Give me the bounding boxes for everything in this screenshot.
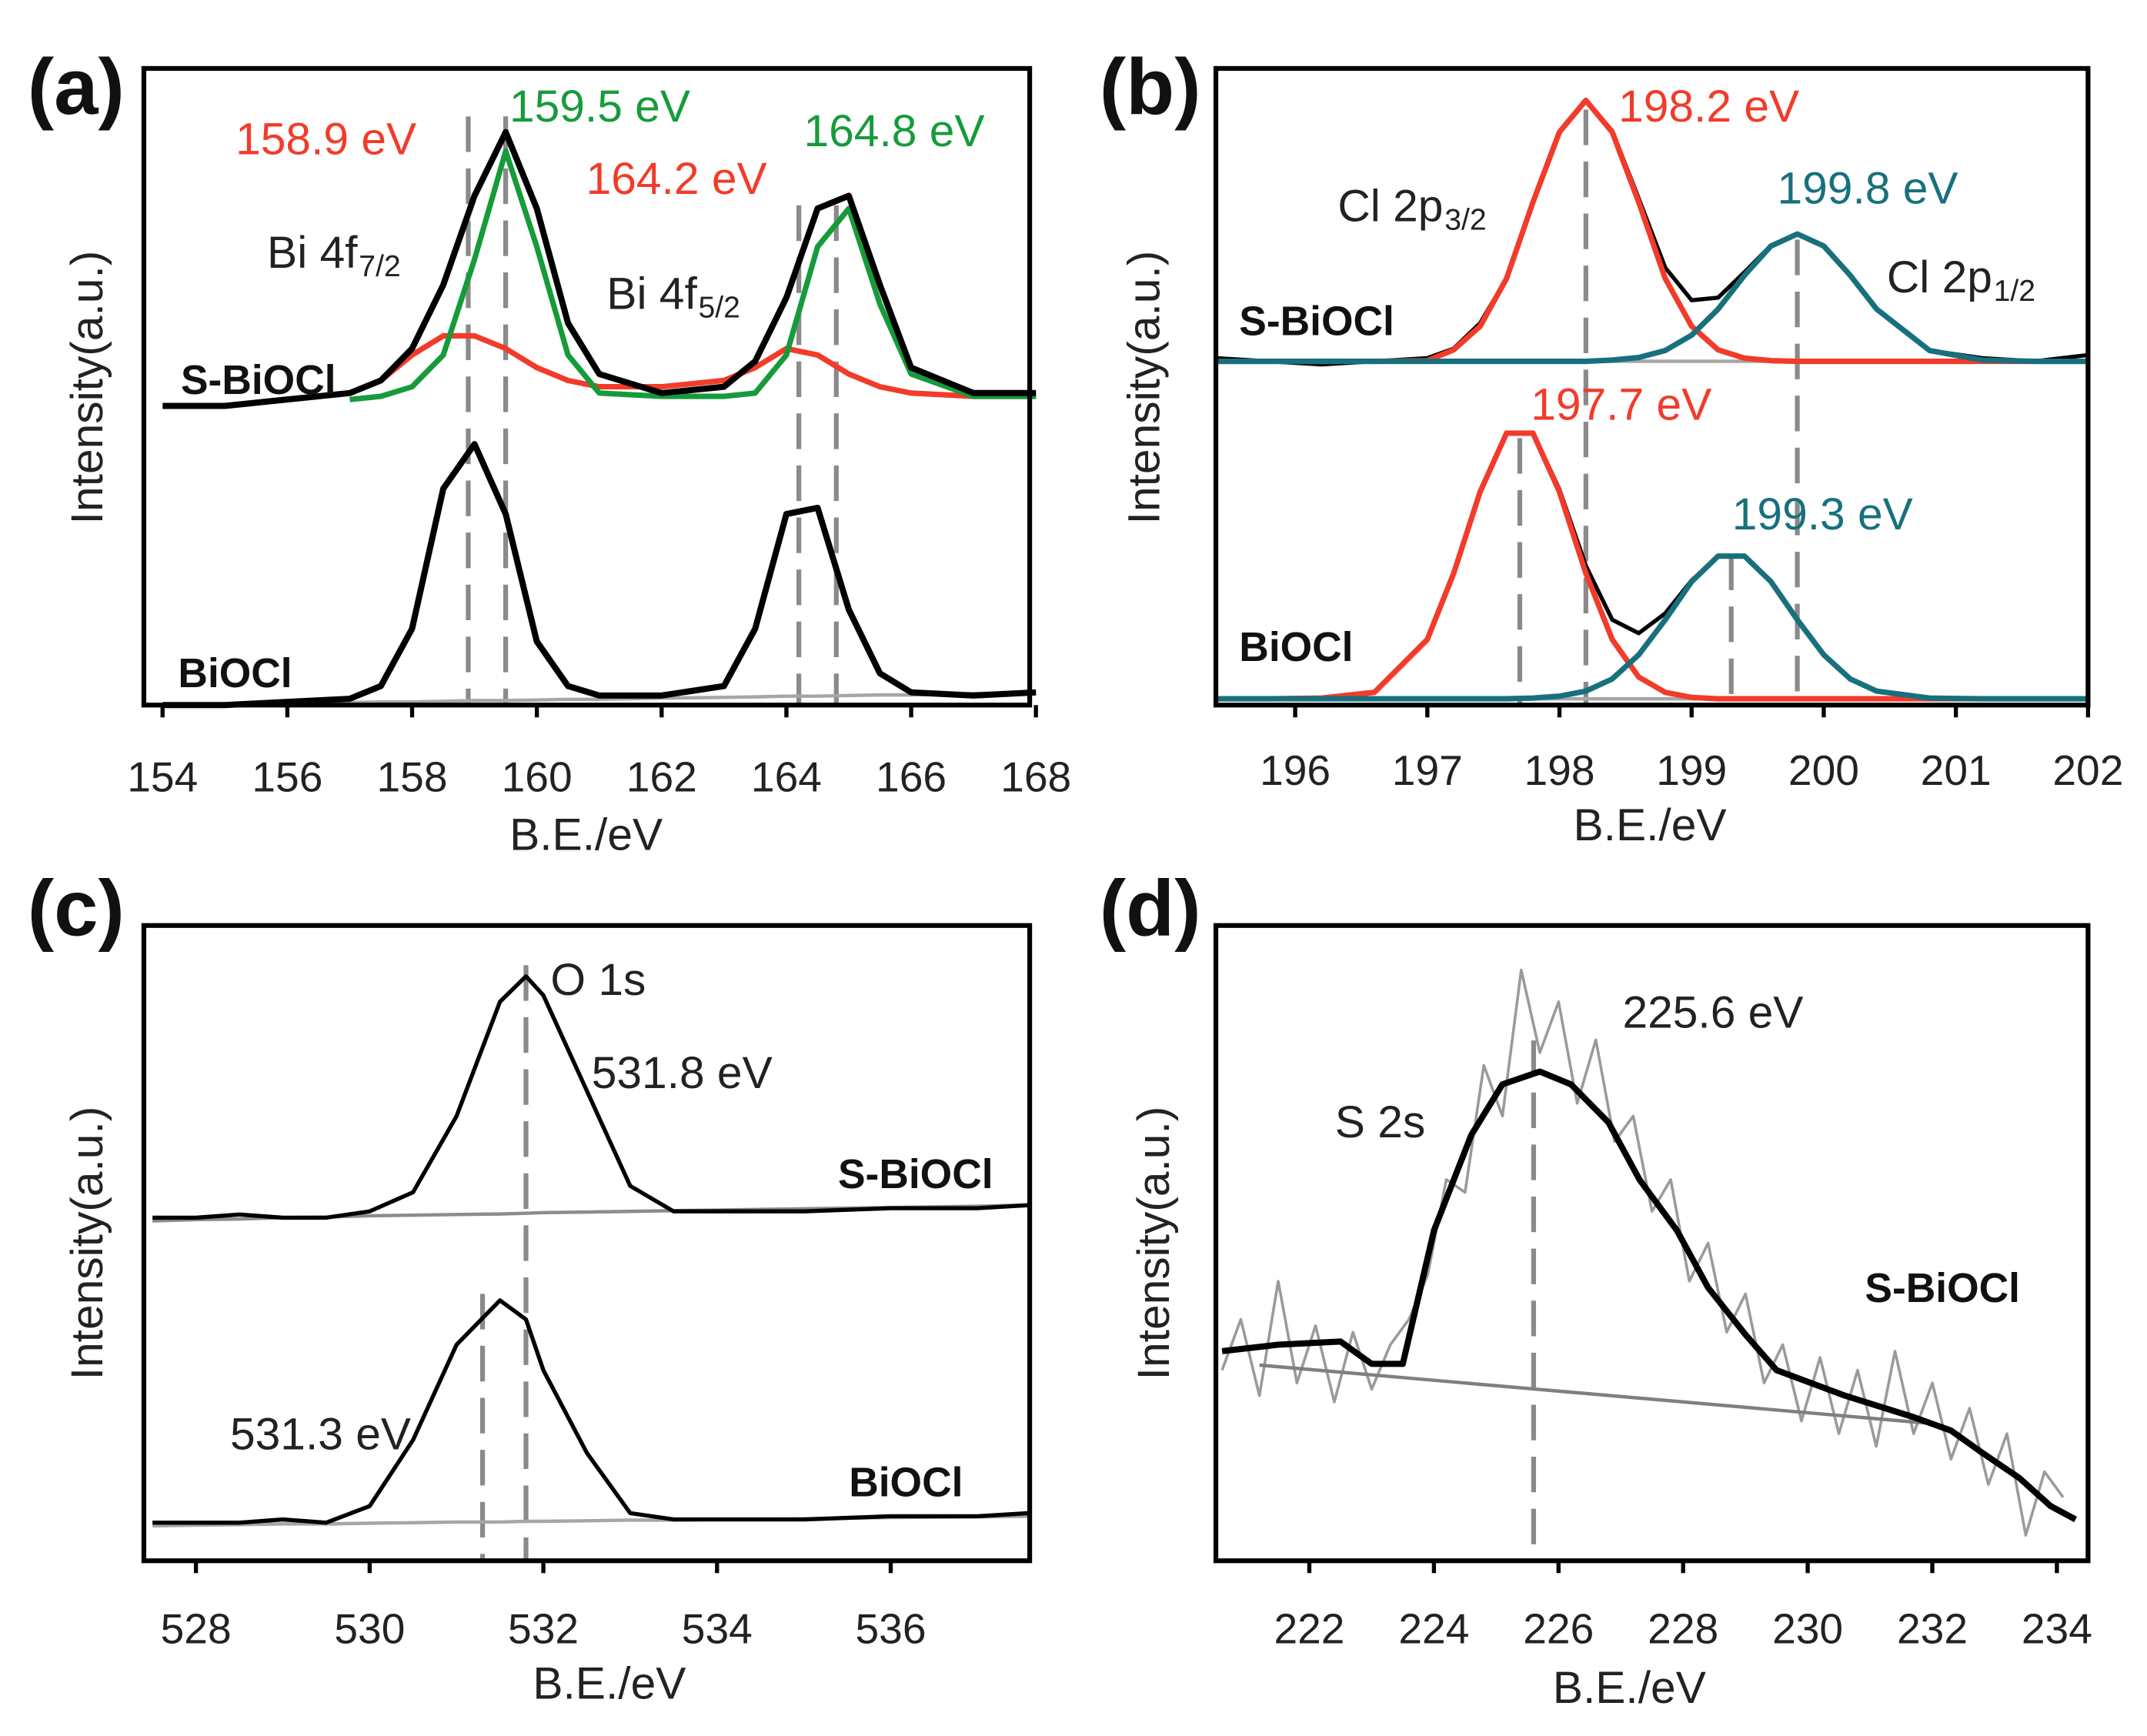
x-tick-label: 164 bbox=[751, 753, 822, 801]
spectrum-line bbox=[1220, 968, 2065, 1537]
annotation-subscript: 1/2 bbox=[1994, 275, 2035, 308]
spectrum-line bbox=[162, 441, 1037, 709]
sample-label: S-BiOCl bbox=[181, 358, 336, 403]
annotation-subscript: 5/2 bbox=[699, 291, 740, 324]
x-tick-label: 228 bbox=[1648, 1604, 1718, 1652]
panel-letter: (d) bbox=[1100, 864, 1201, 953]
spectrum-line bbox=[349, 332, 1037, 399]
spectrum-line bbox=[349, 148, 1037, 402]
x-tick-label: 166 bbox=[876, 753, 947, 801]
y-axis-label: Intensity(a.u.) bbox=[62, 251, 112, 525]
sample-label: BiOCl bbox=[1239, 625, 1353, 670]
x-tick-label: 222 bbox=[1274, 1604, 1344, 1652]
spectrum-line bbox=[1221, 1068, 2078, 1523]
panel-letter: (b) bbox=[1100, 42, 1201, 131]
annotation: Cl 2p bbox=[1887, 252, 1992, 302]
x-tick-label: 534 bbox=[682, 1604, 753, 1652]
x-tick-label: 199 bbox=[1656, 746, 1727, 794]
sample-label: S-BiOCl bbox=[838, 1152, 993, 1197]
x-tick-label: 196 bbox=[1260, 746, 1331, 794]
annotation: S 2s bbox=[1335, 1097, 1425, 1147]
plot-frame bbox=[141, 923, 1033, 1564]
spectrum-line bbox=[152, 1298, 1030, 1525]
annotation: 164.8 eV bbox=[804, 106, 985, 156]
annotation: 199.8 eV bbox=[1777, 164, 1958, 214]
annotation: Bi 4f bbox=[267, 228, 358, 278]
x-tick-label: 226 bbox=[1523, 1604, 1594, 1652]
x-tick-label: 201 bbox=[1921, 746, 1992, 794]
annotation: Bi 4f bbox=[606, 269, 697, 319]
sample-label: S-BiOCl bbox=[1239, 299, 1394, 345]
sample-label: BiOCl bbox=[178, 651, 292, 696]
x-axis-label: B.E./eV bbox=[1553, 1663, 1706, 1713]
x-tick-label: 162 bbox=[626, 753, 697, 801]
x-tick-label: 234 bbox=[2022, 1604, 2092, 1652]
x-tick-label: 160 bbox=[502, 753, 573, 801]
annotation-subscript: 3/2 bbox=[1444, 204, 1486, 237]
y-axis-label: Intensity(a.u.) bbox=[1129, 1107, 1179, 1380]
annotation: O 1s bbox=[550, 955, 646, 1005]
x-tick-label: 154 bbox=[127, 753, 198, 801]
x-tick-label: 156 bbox=[252, 753, 322, 801]
annotation: 531.3 eV bbox=[230, 1410, 411, 1460]
annotation: 531.8 eV bbox=[592, 1048, 773, 1098]
annotation: 197.7 eV bbox=[1531, 380, 1711, 430]
annotation: Cl 2p bbox=[1337, 182, 1443, 232]
spectrum-line bbox=[1216, 430, 2089, 702]
annotation-subscript: 7/2 bbox=[359, 250, 400, 283]
x-axis-label: B.E./eV bbox=[509, 810, 663, 860]
annotation: 164.2 eV bbox=[586, 154, 767, 204]
x-tick-label: 528 bbox=[161, 1604, 232, 1652]
x-tick-label: 230 bbox=[1772, 1604, 1843, 1652]
x-tick-label: 197 bbox=[1392, 746, 1463, 794]
x-tick-label: 202 bbox=[2052, 746, 2123, 794]
spectrum-line bbox=[1259, 1363, 1933, 1426]
x-tick-label: 198 bbox=[1524, 746, 1595, 794]
spectrum-line bbox=[1216, 553, 2089, 702]
sample-label: S-BiOCl bbox=[1865, 1266, 2020, 1311]
spectrum-line bbox=[162, 690, 1037, 707]
x-tick-label: 158 bbox=[377, 753, 448, 801]
x-tick-label: 532 bbox=[508, 1604, 579, 1652]
x-tick-label: 232 bbox=[1897, 1604, 1968, 1652]
x-tick-label: 168 bbox=[1000, 753, 1071, 801]
y-axis-label: Intensity(a.u.) bbox=[1120, 251, 1170, 525]
x-tick-label: 530 bbox=[334, 1604, 405, 1652]
x-axis-label: B.E./eV bbox=[533, 1658, 686, 1708]
panel-letter: (a) bbox=[28, 42, 125, 131]
plot-frame bbox=[141, 65, 1033, 708]
panel-letter: (c) bbox=[28, 864, 125, 953]
annotation: 159.5 eV bbox=[509, 82, 690, 132]
plot-frame bbox=[1213, 923, 2091, 1564]
annotation: 198.2 eV bbox=[1618, 82, 1799, 132]
spectrum-line bbox=[152, 974, 1030, 1220]
annotation: 199.3 eV bbox=[1732, 489, 1913, 539]
x-axis-label: B.E./eV bbox=[1574, 800, 1727, 850]
sample-label: BiOCl bbox=[849, 1461, 963, 1506]
x-tick-label: 536 bbox=[855, 1604, 926, 1652]
x-tick-label: 200 bbox=[1788, 746, 1859, 794]
spectrum-line bbox=[162, 129, 1037, 409]
annotation: 158.9 eV bbox=[235, 115, 416, 165]
spectrum-line bbox=[1216, 231, 2089, 365]
x-tick-label: 224 bbox=[1398, 1604, 1469, 1652]
annotation: 225.6 eV bbox=[1622, 988, 1803, 1038]
y-axis-label: Intensity(a.u.) bbox=[62, 1107, 112, 1380]
plot-frame bbox=[1213, 65, 2091, 708]
